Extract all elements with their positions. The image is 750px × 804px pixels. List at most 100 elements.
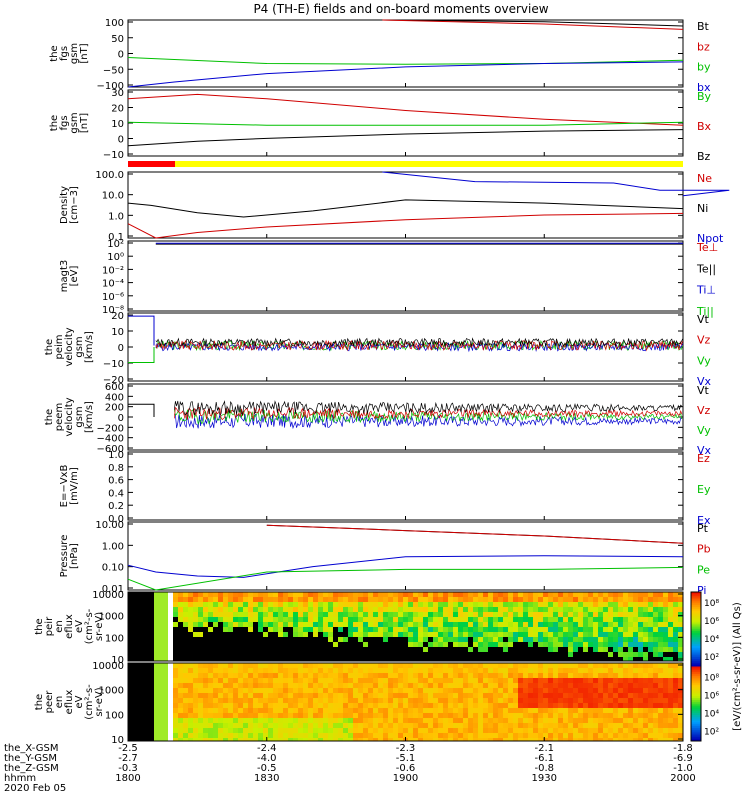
xaxis-value-hhmm: 2000 <box>670 773 695 784</box>
colorbar-cell <box>691 646 701 649</box>
ylabel-line: [eV] <box>69 266 80 287</box>
ylabel-line: the <box>34 694 45 710</box>
xaxis-value-y: -5.1 <box>396 753 416 764</box>
colorbar-cell <box>691 612 701 615</box>
series-fgs-gsm-bt <box>382 19 684 27</box>
colorbar-cell <box>691 688 701 692</box>
colorbar-cell <box>691 603 701 606</box>
colorbar-frame <box>690 591 702 742</box>
status-bar-yellow <box>175 161 683 167</box>
ylabel-line: sr-eV) <box>94 612 105 641</box>
ytick-label: 100 <box>105 710 124 721</box>
legend-entry: Vy <box>697 424 711 437</box>
spectrogram-gap <box>128 663 154 741</box>
ylabel-line: [nT] <box>79 43 90 63</box>
colorbar-cell <box>691 616 701 619</box>
colorbar-cell <box>691 714 701 718</box>
colorbar-tick: 10⁴ <box>704 710 719 720</box>
series-pressure-pi <box>127 555 684 578</box>
legend-entry: Pb <box>697 543 711 556</box>
ylabel-line: eflux <box>64 690 75 715</box>
ytick-label: 0 <box>118 413 124 424</box>
ylabel-line: the <box>44 409 55 425</box>
ylabel-line: eflux <box>64 614 75 639</box>
panel-frame-fgs-gsm <box>127 19 684 88</box>
ytick-label: −400 <box>97 434 124 445</box>
colorbar-cell <box>691 726 701 729</box>
colorbar-cell <box>691 718 701 722</box>
colorbar-cell <box>691 659 701 662</box>
ytick-label: −10 <box>103 359 124 370</box>
trace-peim-vz <box>155 339 683 352</box>
ylabel-line: sr-eV) <box>94 687 105 716</box>
legend-entry: Vx <box>697 444 712 457</box>
colorbar-cell <box>691 593 701 597</box>
trace-peem-vy <box>173 408 683 426</box>
ylabel-line: fgs <box>59 115 70 130</box>
xaxis-row-label: 2020 Feb 05 <box>4 783 66 794</box>
colorbar-cell <box>691 685 701 688</box>
plot-title: P4 (TH-E) fields and on-board moments ov… <box>253 2 548 16</box>
trace-peem-vt <box>173 400 683 416</box>
series-fgs-gse-by <box>127 121 684 126</box>
xaxis-row-label: the_Y-GSM <box>4 753 57 764</box>
ytick-label: 10000 <box>92 661 124 672</box>
colorbar-tick: 10⁸ <box>704 599 719 609</box>
ylabel-line: the <box>49 45 60 61</box>
colorbar-cell <box>691 694 701 697</box>
colorbar-cell <box>691 632 701 636</box>
spectrogram-peer-spec <box>173 663 683 741</box>
colorbar-cell <box>691 664 701 667</box>
legend-entry: Vz <box>697 404 711 417</box>
colorbar-cell <box>691 668 701 671</box>
ylabel-line: (cm²-s- <box>84 608 95 644</box>
ylabel-line: gsm <box>74 336 85 357</box>
ytick-label: 10² <box>107 239 124 250</box>
ylabel-line: the <box>44 339 55 355</box>
colorbar-cell <box>691 636 701 640</box>
colorbar-cell <box>691 737 701 740</box>
colorbar-cell <box>691 727 701 731</box>
ytick-label: −20 <box>103 375 124 386</box>
colorbar-cell <box>691 595 701 599</box>
legend-entry: Ex <box>697 514 711 527</box>
series-density-npot <box>382 171 730 197</box>
xaxis-value-x: -2.1 <box>534 743 554 754</box>
ylabel-line: the <box>34 618 45 634</box>
xaxis-value-y: -4.0 <box>257 753 277 764</box>
xaxis-value-hhmm: 1900 <box>393 773 418 784</box>
ylabel-line: (cm²-s- <box>84 684 95 720</box>
ytick-label: −600 <box>97 444 124 455</box>
ytick-label: 1.00 <box>102 541 124 552</box>
ytick-label: 10⁰ <box>107 252 124 263</box>
colorbar-cell <box>691 731 701 735</box>
colorbar-cell <box>691 683 701 686</box>
ylabel-line: Pressure <box>59 535 70 578</box>
ytick-label: 10.0 <box>102 191 124 202</box>
ylabel-line: the <box>49 115 60 131</box>
legend-entry: Npot <box>697 232 724 245</box>
ylabel-line: [km/s] <box>84 401 95 433</box>
colorbar-tick: 10⁶ <box>704 617 719 627</box>
legend-entry: bx <box>697 81 711 94</box>
colorbar-cell <box>691 681 701 684</box>
ytick-label: 1000 <box>99 686 124 697</box>
xaxis-row-label: hhmm <box>4 773 36 784</box>
ylabel-line: Density <box>59 186 70 224</box>
ytick-label: 10⁻² <box>102 265 124 276</box>
colorbar-cell <box>691 662 701 666</box>
ytick-label: 400 <box>105 392 124 403</box>
colorbar-cell <box>691 599 701 602</box>
legend-entry: Bz <box>697 150 711 163</box>
colorbar-cell <box>691 631 701 634</box>
ytick-label: 30 <box>111 88 124 99</box>
colorbar-cell <box>691 619 701 623</box>
colorbar-cell <box>691 673 701 677</box>
colorbar-cell <box>691 666 701 669</box>
ylabel-line: en <box>54 696 65 709</box>
series-fgs-gse-bz <box>127 129 684 147</box>
xaxis-value-z: -0.8 <box>534 763 554 774</box>
xaxis-value-y: -6.9 <box>673 753 693 764</box>
panel-frame-temperature <box>127 240 684 312</box>
